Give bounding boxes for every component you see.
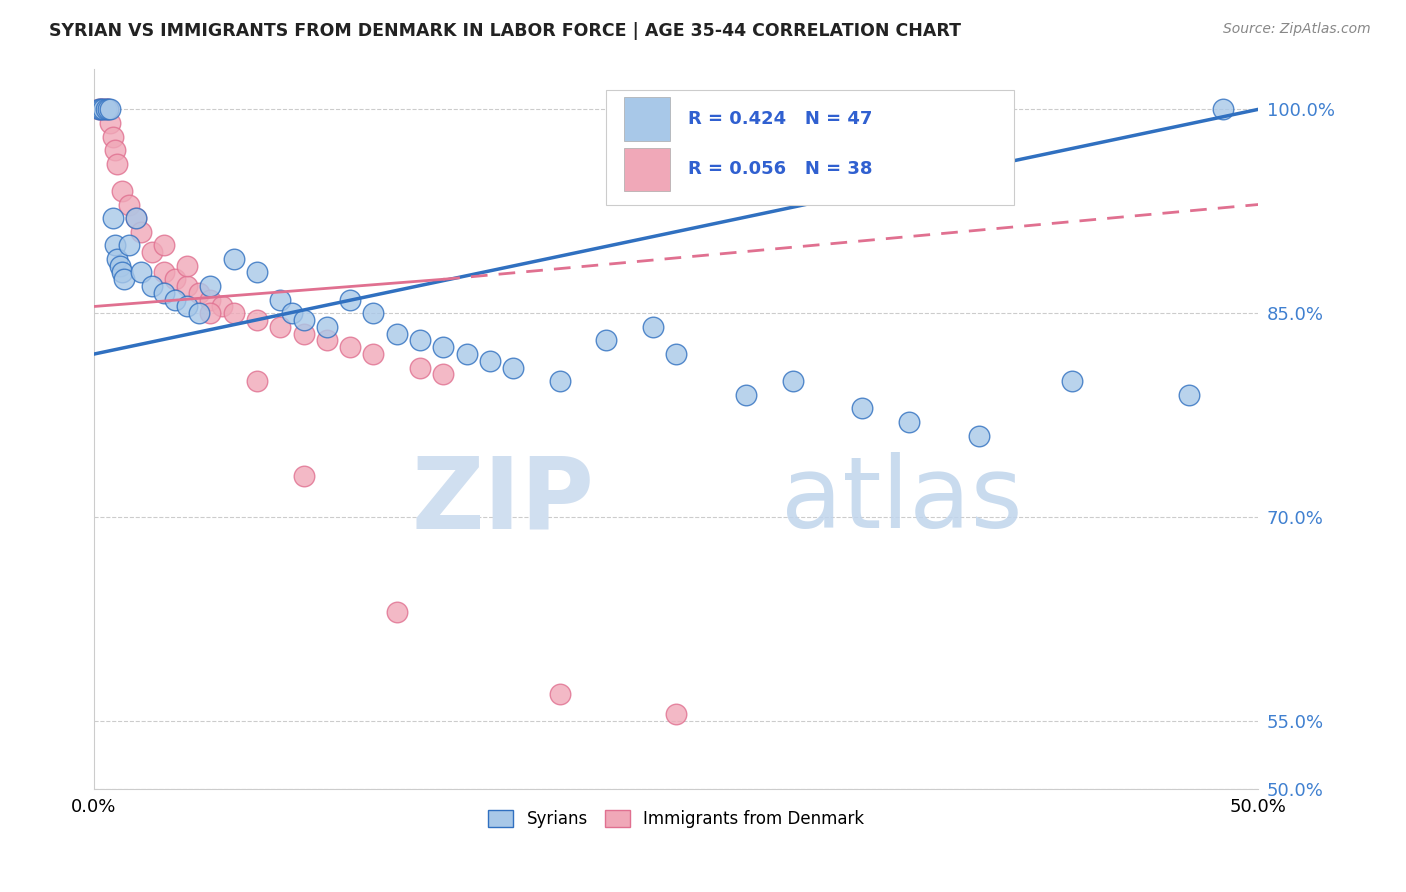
Point [165, 293, 187, 307]
Point [782, 374, 804, 388]
Point [246, 374, 269, 388]
Point [363, 306, 385, 320]
Point [105, 252, 128, 266]
Point [129, 225, 152, 239]
Point [409, 334, 432, 348]
Point [432, 368, 454, 382]
Point [112, 272, 135, 286]
Point [385, 326, 408, 341]
Point [141, 279, 163, 293]
Point [1212, 103, 1234, 117]
Point [1177, 388, 1199, 402]
Point [548, 687, 571, 701]
Point [152, 285, 174, 300]
Point [91, 103, 114, 117]
Point [176, 300, 198, 314]
Point [101, 211, 124, 226]
Text: R = 0.424   N = 47: R = 0.424 N = 47 [688, 110, 872, 128]
Bar [624, 97, 671, 141]
Point [548, 374, 571, 388]
Point [104, 143, 127, 157]
Point [91, 103, 114, 117]
Point [292, 313, 315, 327]
Point [118, 197, 141, 211]
Point [90, 103, 112, 117]
Point [898, 415, 921, 429]
Point [94, 103, 117, 117]
Point [222, 306, 245, 320]
Point [363, 347, 385, 361]
Text: R = 0.056   N = 38: R = 0.056 N = 38 [688, 161, 872, 178]
Point [176, 259, 198, 273]
Text: SYRIAN VS IMMIGRANTS FROM DENMARK IN LABOR FORCE | AGE 35-44 CORRELATION CHART: SYRIAN VS IMMIGRANTS FROM DENMARK IN LAB… [49, 22, 962, 40]
Point [94, 103, 117, 117]
Point [246, 265, 269, 279]
Point [87, 103, 110, 117]
Text: Source: ZipAtlas.com: Source: ZipAtlas.com [1223, 22, 1371, 37]
Point [851, 401, 873, 416]
Point [101, 129, 124, 144]
Point [98, 116, 121, 130]
Point [292, 326, 315, 341]
Point [339, 293, 361, 307]
Point [478, 354, 501, 368]
Point [141, 245, 163, 260]
Point [281, 306, 304, 320]
Point [90, 103, 112, 117]
Point [967, 428, 990, 442]
Point [129, 265, 152, 279]
Point [187, 306, 209, 320]
Point [104, 238, 127, 252]
Point [315, 319, 337, 334]
Bar [606, 90, 1014, 205]
Legend: Syrians, Immigrants from Denmark: Syrians, Immigrants from Denmark [482, 804, 870, 835]
Point [409, 360, 432, 375]
Point [111, 265, 134, 279]
Point [269, 319, 291, 334]
Point [735, 388, 758, 402]
Text: ZIP: ZIP [412, 452, 595, 549]
Point [176, 279, 198, 293]
Text: atlas: atlas [780, 452, 1022, 549]
Point [152, 238, 174, 252]
Point [105, 157, 128, 171]
Point [97, 103, 120, 117]
Bar [624, 148, 671, 191]
Point [315, 334, 337, 348]
Point [125, 211, 148, 226]
Point [269, 293, 291, 307]
Point [97, 103, 120, 117]
Point [246, 313, 269, 327]
Point [595, 334, 617, 348]
Point [200, 279, 222, 293]
Point [735, 803, 758, 817]
Point [118, 238, 141, 252]
Point [108, 259, 131, 273]
Point [200, 306, 222, 320]
Point [200, 293, 222, 307]
Point [339, 340, 361, 354]
Point [165, 272, 187, 286]
Point [641, 319, 664, 334]
Point [125, 211, 148, 226]
Point [98, 103, 121, 117]
Point [665, 707, 688, 722]
Point [87, 103, 110, 117]
Point [152, 265, 174, 279]
Point [222, 252, 245, 266]
Point [385, 606, 408, 620]
Point [456, 347, 478, 361]
Point [187, 285, 209, 300]
Point [1062, 374, 1084, 388]
Point [292, 469, 315, 483]
Point [111, 184, 134, 198]
Point [432, 340, 454, 354]
Point [211, 300, 233, 314]
Point [502, 360, 524, 375]
Point [665, 347, 688, 361]
